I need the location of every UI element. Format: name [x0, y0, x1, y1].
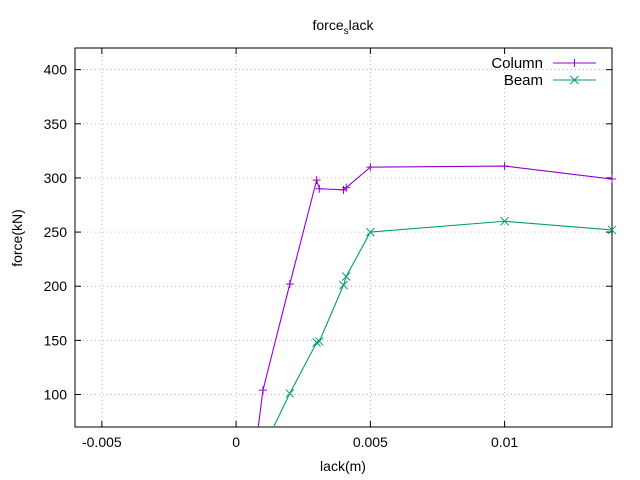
series-line-beam — [273, 220, 612, 427]
data-point-column — [258, 386, 267, 395]
series-line-column — [257, 165, 612, 427]
legend-label-column: Column — [491, 55, 543, 72]
data-point-beam — [365, 227, 375, 237]
chart-title: forceslack — [312, 17, 374, 37]
data-point-column — [285, 280, 294, 289]
y-tick-label: 400 — [44, 62, 68, 78]
axes: -0.005 0 0.005 0.01 100 150 200 250 300 350 400 — [44, 47, 613, 450]
marker-layer — [258, 162, 617, 398]
grid — [75, 48, 612, 427]
data-point-beam — [607, 225, 617, 235]
y-tick-label: 150 — [44, 332, 68, 348]
x-tick-label: -0.005 — [82, 434, 122, 450]
data-point-column — [608, 175, 616, 184]
data-point-column — [312, 176, 321, 185]
data-point-column — [342, 183, 351, 192]
y-tick-label: 200 — [44, 278, 68, 294]
x-tick-label: 0.005 — [353, 434, 388, 450]
x-tick-label: 0 — [232, 434, 240, 450]
y-tick-label: 350 — [44, 116, 68, 132]
data-point-beam — [314, 337, 324, 346]
legend-label-beam: Beam — [504, 72, 543, 89]
data-point-column — [366, 163, 375, 172]
data-point-beam — [285, 389, 295, 398]
legend-marker-beam — [570, 75, 579, 85]
plot-border — [74, 47, 613, 428]
y-tick-label: 300 — [44, 170, 68, 186]
y-tick-label: 250 — [44, 224, 68, 240]
data-point-beam — [341, 272, 351, 281]
x-axis-label: lack(m) — [320, 458, 366, 474]
data-point-column — [315, 184, 324, 193]
title-subscript: s — [344, 26, 349, 37]
data-point-beam — [500, 216, 509, 226]
x-tick-label: 0.01 — [491, 434, 518, 450]
data-point-beam — [339, 280, 348, 290]
data-point-beam — [312, 338, 322, 347]
title-suffix: lack — [349, 17, 375, 33]
y-axis-label: force(kN) — [9, 209, 25, 267]
legend-marker-column — [570, 59, 579, 67]
data-point-column — [500, 162, 509, 171]
series-layer — [257, 165, 612, 427]
title-main: force — [312, 17, 343, 33]
y-tick-label: 100 — [44, 387, 68, 403]
